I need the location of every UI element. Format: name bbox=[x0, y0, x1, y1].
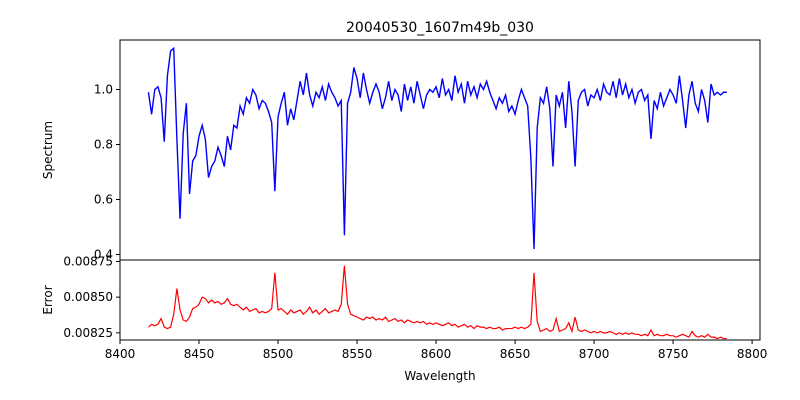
x-tick-label: 8450 bbox=[184, 347, 215, 361]
wavelength-x-ticks: 8400 8450 8500 8550 8600 8650 8700 8750 8800 bbox=[105, 340, 768, 361]
x-tick-label: 8800 bbox=[737, 347, 768, 361]
error-y-axis-label: Error bbox=[41, 285, 55, 314]
spectrum-y-ticks: 0.4 0.6 0.8 1.0 bbox=[94, 83, 120, 262]
error-plot-area bbox=[119, 259, 761, 341]
spectrum-plot-area bbox=[119, 39, 761, 261]
error-y-ticks: 0.00825 0.00850 0.00875 bbox=[63, 254, 120, 340]
x-tick-label: 8500 bbox=[263, 347, 294, 361]
x-tick-label: 8650 bbox=[500, 347, 531, 361]
spectrum-series-line bbox=[147, 46, 727, 250]
x-axis-label: Wavelength bbox=[404, 369, 475, 383]
chart-title: 20040530_1607m49b_030 bbox=[346, 20, 534, 36]
spectrum-panel: 0.4 0.6 0.8 1.0 Spectrum bbox=[41, 39, 761, 262]
spectrum-y-tick-label: 0.4 bbox=[94, 248, 113, 262]
x-tick-label: 8400 bbox=[105, 347, 136, 361]
x-tick-label: 8750 bbox=[658, 347, 689, 361]
error-y-tick-label: 0.00850 bbox=[63, 290, 113, 304]
spectrum-y-tick-label: 1.0 bbox=[94, 83, 113, 97]
x-tick-label: 8700 bbox=[579, 347, 610, 361]
error-y-tick-label: 0.00875 bbox=[63, 254, 113, 268]
spectrum-y-tick-label: 0.8 bbox=[94, 138, 113, 152]
x-tick-label: 8550 bbox=[342, 347, 373, 361]
error-panel: 0.00825 0.00850 0.00875 8400 8450 8500 8550 86… bbox=[41, 254, 767, 383]
spectrum-y-tick-label: 0.6 bbox=[94, 193, 113, 207]
error-series-line bbox=[148, 265, 727, 340]
x-tick-label: 8600 bbox=[421, 347, 452, 361]
error-y-tick-label: 0.00825 bbox=[63, 326, 113, 340]
spectrum-y-axis-label: Spectrum bbox=[41, 121, 55, 179]
